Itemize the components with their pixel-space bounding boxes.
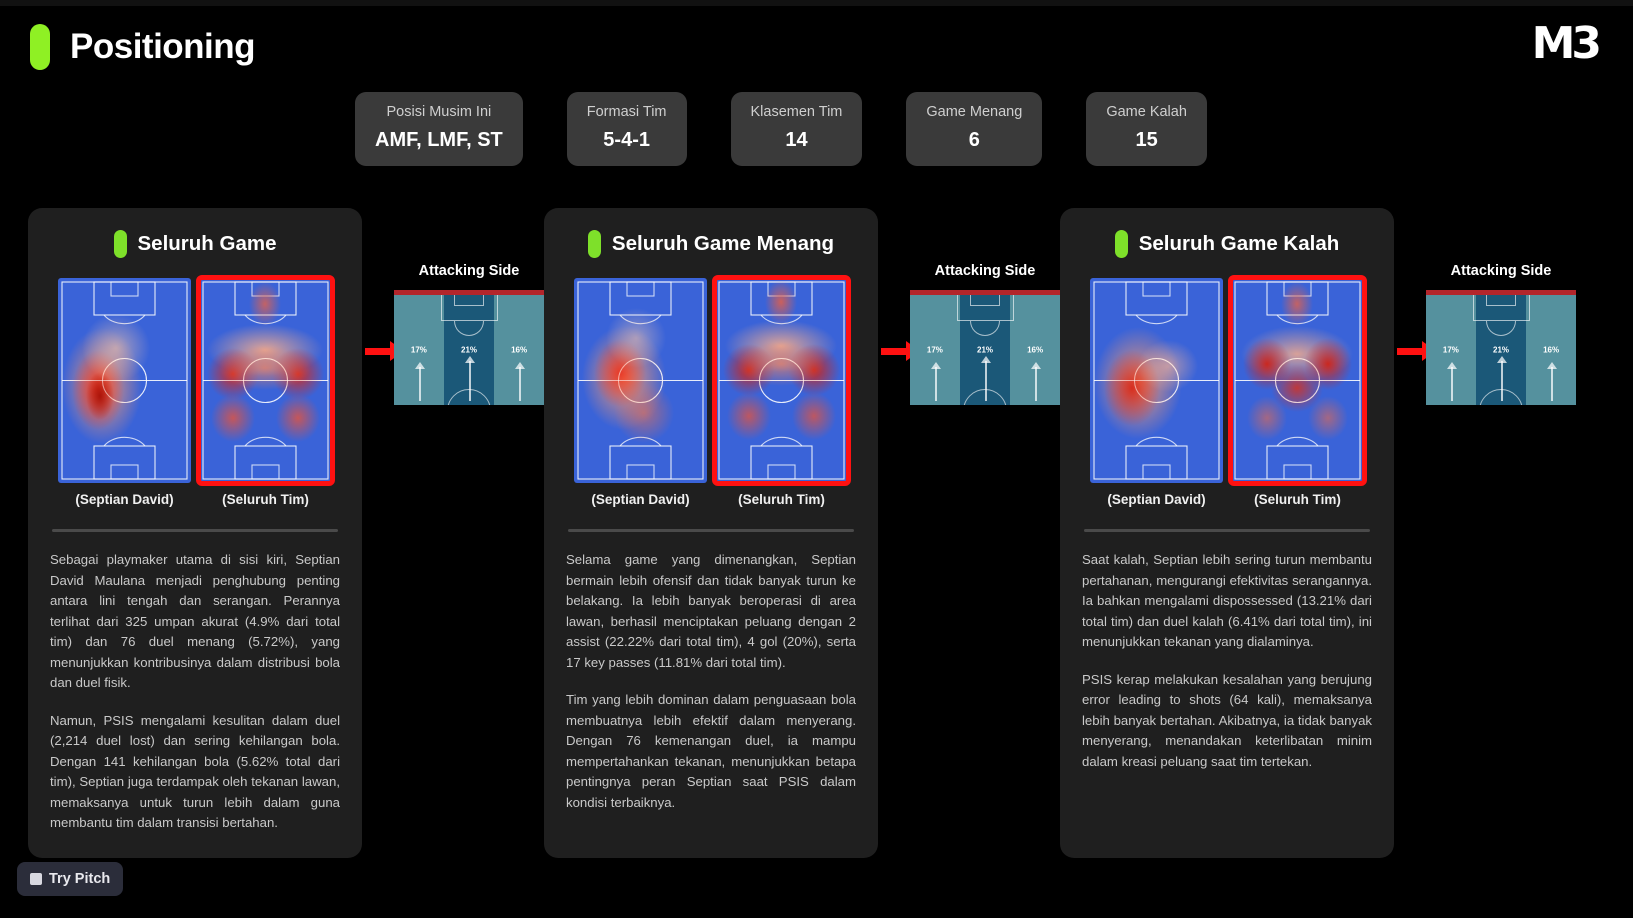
stat-value: 15 bbox=[1135, 129, 1158, 151]
attacking-side-label: Attacking Side bbox=[1450, 263, 1552, 279]
player-heatmap bbox=[574, 278, 707, 483]
zone-pct-right: 16% bbox=[1543, 345, 1560, 355]
panel-row: Seluruh Game bbox=[0, 208, 1633, 858]
zone-pct-center: 21% bbox=[460, 345, 478, 355]
panel-group: Seluruh Game Kalah bbox=[1060, 208, 1576, 858]
attacking-side-block: Attacking Side 17% 21% 16% bbox=[394, 208, 544, 405]
stat-card-klasemen: Klasemen Tim 14 bbox=[730, 92, 863, 166]
attacking-side-label: Attacking Side bbox=[418, 263, 520, 279]
heatmap-pair: (Septian David) bbox=[46, 275, 344, 507]
pitch-icon bbox=[30, 873, 42, 885]
arrow-connector bbox=[1394, 208, 1436, 361]
team-caption: (Seluruh Tim) bbox=[738, 492, 825, 507]
page-title: Positioning bbox=[70, 27, 256, 66]
accent-pill-icon bbox=[113, 230, 127, 258]
accent-pill-icon bbox=[587, 230, 601, 258]
panel-1: Seluruh Game Menang bbox=[544, 208, 878, 858]
heatmap-pair: (Septian David) bbox=[1078, 275, 1376, 507]
team-caption: (Seluruh Tim) bbox=[1254, 492, 1341, 507]
stat-label: Game Menang bbox=[926, 104, 1023, 120]
attacking-side-block: Attacking Side 17% 21% 16% bbox=[910, 208, 1060, 405]
panel-group: Seluruh Game bbox=[28, 208, 544, 858]
heatmap-pair: (Septian David) bbox=[562, 275, 860, 507]
player-heatmap-col: (Septian David) bbox=[58, 278, 191, 507]
arrow-connector bbox=[878, 208, 920, 361]
player-heatmap bbox=[58, 278, 191, 483]
zone-pct-right: 16% bbox=[511, 345, 528, 355]
stat-label: Klasemen Tim bbox=[750, 104, 843, 120]
divider bbox=[1084, 529, 1370, 532]
panel-title-text: Seluruh Game Kalah bbox=[1138, 232, 1340, 255]
zone-pct-right: 16% bbox=[1027, 345, 1044, 355]
team-heatmap-col: (Seluruh Tim) bbox=[712, 275, 851, 507]
attacking-side-pitch: 17% 21% 16% bbox=[394, 290, 544, 405]
panel-2: Seluruh Game Kalah bbox=[1060, 208, 1394, 858]
stat-label: Game Kalah bbox=[1106, 104, 1187, 120]
stat-card-formasi: Formasi Tim 5-4-1 bbox=[566, 92, 687, 166]
stat-value: 6 bbox=[968, 129, 980, 151]
panel-group: Seluruh Game Menang bbox=[544, 208, 1060, 858]
stat-label: Posisi Musim Ini bbox=[386, 104, 492, 120]
stat-card-row: Posisi Musim Ini AMF, LMF, ST Formasi Ti… bbox=[355, 92, 1633, 166]
zone-pct-left: 17% bbox=[926, 345, 943, 355]
panel-title: Seluruh Game Kalah bbox=[1078, 230, 1376, 258]
panel-paragraph: Tim yang lebih dominan dalam penguasaan … bbox=[566, 692, 856, 810]
panel-paragraph: Namun, PSIS mengalami kesulitan dalam du… bbox=[50, 712, 340, 831]
attacking-side-pitch: 17% 21% 16% bbox=[1426, 290, 1576, 405]
attacking-side-label: Attacking Side bbox=[934, 263, 1036, 279]
try-pitch-button[interactable]: Try Pitch bbox=[17, 862, 124, 896]
stat-card-game-menang: Game Menang 6 bbox=[906, 92, 1043, 166]
stat-value: 5-4-1 bbox=[603, 129, 650, 151]
player-caption: (Septian David) bbox=[591, 492, 690, 507]
attacking-side-block: Attacking Side 17% 21% 16% bbox=[1426, 208, 1576, 405]
zone-pct-center: 21% bbox=[976, 345, 994, 355]
stat-card-game-kalah: Game Kalah 15 bbox=[1086, 92, 1207, 166]
team-heatmap-col: (Seluruh Tim) bbox=[196, 275, 335, 507]
stat-card-posisi: Posisi Musim Ini AMF, LMF, ST bbox=[355, 92, 523, 166]
stat-value: AMF, LMF, ST bbox=[375, 129, 503, 151]
accent-pill-icon bbox=[30, 24, 50, 70]
stat-label: Formasi Tim bbox=[586, 104, 667, 120]
zone-pct-left: 17% bbox=[1442, 345, 1459, 355]
panel-paragraph: Saat kalah, Septian lebih sering turun m… bbox=[1082, 552, 1372, 649]
accent-pill-icon bbox=[1114, 230, 1128, 258]
team-heatmap-col: (Seluruh Tim) bbox=[1228, 275, 1367, 507]
page-header: Positioning bbox=[0, 6, 1633, 70]
panel-paragraph: Selama game yang dimenangkan, Septian be… bbox=[566, 552, 856, 670]
zone-pct-left: 17% bbox=[410, 345, 427, 355]
team-heatmap bbox=[712, 275, 851, 486]
try-pitch-label: Try Pitch bbox=[49, 871, 111, 887]
zone-pct-center: 21% bbox=[1492, 345, 1510, 355]
divider bbox=[568, 529, 854, 532]
team-heatmap bbox=[1228, 275, 1367, 486]
window-top-bar bbox=[0, 0, 1633, 6]
player-caption: (Septian David) bbox=[1107, 492, 1206, 507]
player-heatmap-col: (Septian David) bbox=[574, 278, 707, 507]
panel-paragraph: PSIS kerap melakukan kesalahan yang beru… bbox=[1082, 671, 1372, 769]
team-heatmap bbox=[196, 275, 335, 486]
panel-title: Seluruh Game Menang bbox=[562, 230, 860, 258]
team-caption: (Seluruh Tim) bbox=[222, 492, 309, 507]
attacking-side-pitch: 17% 21% 16% bbox=[910, 290, 1060, 405]
panel-title: Seluruh Game bbox=[46, 230, 344, 258]
player-heatmap bbox=[1090, 278, 1223, 483]
stat-value: 14 bbox=[785, 129, 808, 151]
brand-logo: M3 bbox=[1531, 18, 1602, 69]
panel-title-text: Seluruh Game bbox=[137, 232, 277, 255]
arrow-connector bbox=[362, 208, 404, 361]
panel-title-text: Seluruh Game Menang bbox=[611, 232, 835, 255]
player-caption: (Septian David) bbox=[75, 492, 174, 507]
panel-0: Seluruh Game bbox=[28, 208, 362, 858]
player-heatmap-col: (Septian David) bbox=[1090, 278, 1223, 507]
panel-paragraph: Sebagai playmaker utama di sisi kiri, Se… bbox=[50, 552, 340, 690]
divider bbox=[52, 529, 338, 532]
